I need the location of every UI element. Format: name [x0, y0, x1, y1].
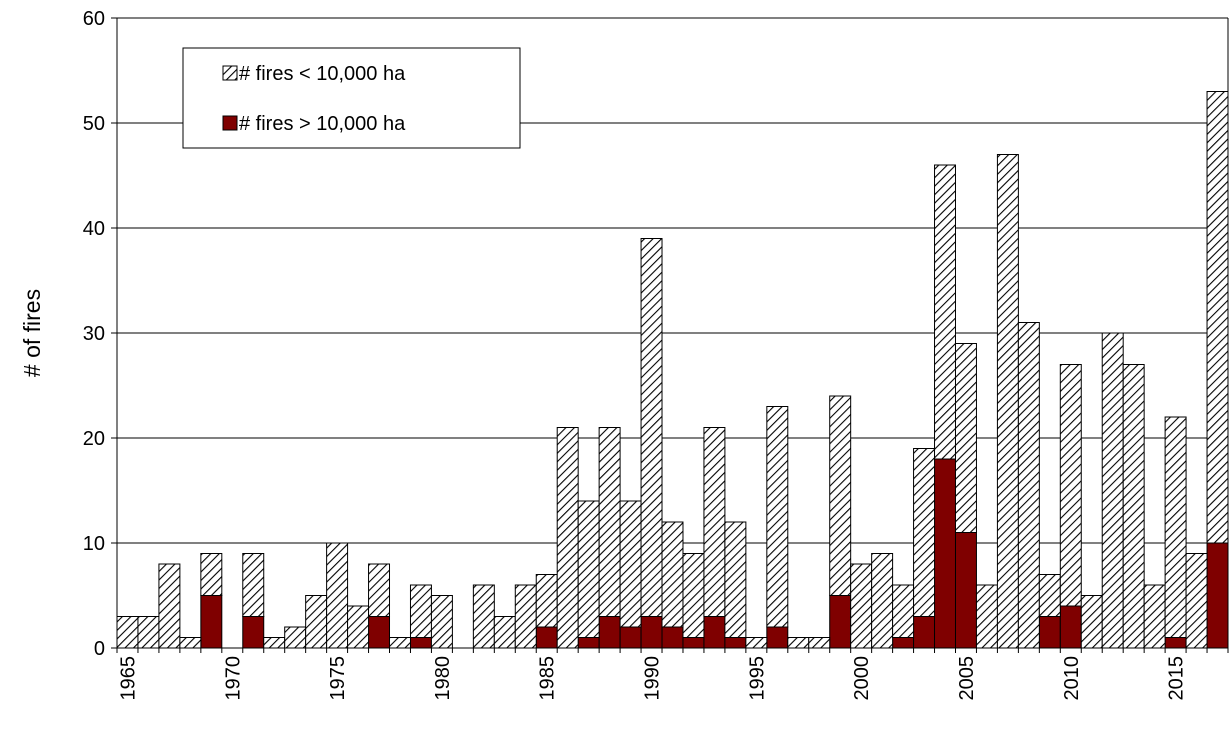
x-tick-label: 1995 — [746, 656, 768, 701]
x-tick-label: 2000 — [851, 656, 873, 701]
bar-segment — [284, 626, 307, 649]
bar-segment — [808, 637, 831, 649]
bar-segment — [1206, 91, 1229, 544]
bar-segment — [640, 616, 663, 649]
y-tick-label: 40 — [83, 218, 105, 240]
y-tick-label: 20 — [83, 428, 105, 450]
bar-segment — [892, 584, 915, 638]
x-tick-label: 1985 — [537, 656, 559, 701]
bar-segment — [954, 532, 977, 649]
bar-segment — [724, 521, 747, 638]
bar-segment — [996, 154, 1019, 649]
bar-segment — [766, 406, 789, 628]
bar-segment — [640, 238, 663, 617]
bar-segment — [1080, 595, 1103, 649]
bar-segment — [1206, 542, 1229, 649]
bar-segment — [892, 637, 915, 649]
bar-segment — [703, 427, 726, 617]
bar-segment — [1017, 322, 1040, 649]
legend-swatch — [222, 115, 238, 131]
bar-segment — [556, 427, 579, 649]
bar-segment — [745, 637, 768, 649]
legend-label: # fires < 10,000 ha — [239, 63, 406, 85]
bar-segment — [242, 616, 265, 649]
bar-segment — [137, 616, 160, 649]
bar-segment — [1143, 584, 1166, 649]
bar-segment — [409, 584, 432, 638]
bar-segment — [326, 542, 349, 649]
y-axis-label: # of fires — [19, 289, 45, 377]
bar-segment — [577, 500, 600, 638]
bar-segment — [913, 616, 936, 649]
bar-segment — [179, 637, 202, 649]
bar-segment — [263, 637, 286, 649]
bar-segment — [200, 553, 223, 596]
bar-segment — [1185, 553, 1208, 649]
bar-segment — [1101, 332, 1124, 649]
bar-segment — [661, 521, 684, 628]
bar-segment — [1122, 364, 1145, 649]
bar-segment — [850, 563, 873, 649]
bar-segment — [305, 595, 328, 649]
bar-segment — [682, 637, 705, 649]
y-tick-label: 60 — [83, 8, 105, 30]
x-tick-label: 2005 — [956, 656, 978, 701]
x-tick-label: 2010 — [1061, 656, 1083, 701]
bar-segment — [871, 553, 894, 649]
bar-segment — [829, 595, 852, 649]
bar-segment — [703, 616, 726, 649]
x-tick-label: 1980 — [432, 656, 454, 701]
bar-segment — [598, 427, 621, 617]
x-tick-label: 1975 — [327, 656, 349, 701]
bar-segment — [158, 563, 181, 649]
bar-segment — [682, 553, 705, 638]
x-tick-label: 1965 — [117, 656, 139, 701]
bar-segment — [1059, 605, 1082, 649]
bar-segment — [787, 637, 810, 649]
x-tick-label: 1970 — [222, 656, 244, 701]
bar-segment — [1164, 637, 1187, 649]
bar-segment — [514, 584, 537, 649]
legend-label: # fires > 10,000 ha — [239, 113, 406, 135]
bar-segment — [829, 395, 852, 596]
x-tick-label: 2015 — [1166, 656, 1188, 701]
y-tick-label: 0 — [94, 638, 105, 660]
bar-segment — [577, 637, 600, 649]
bar-segment — [472, 584, 495, 649]
bar-segment — [200, 595, 223, 649]
bar-segment — [368, 563, 391, 617]
y-tick-label: 50 — [83, 113, 105, 135]
bar-segment — [913, 448, 936, 617]
bar-segment — [619, 500, 642, 628]
bar-segment — [619, 626, 642, 649]
bar-segment — [368, 616, 391, 649]
bar-segment — [535, 626, 558, 649]
bar-segment — [975, 584, 998, 649]
y-tick-label: 10 — [83, 533, 105, 555]
bar-segment — [934, 458, 956, 649]
bar-segment — [598, 616, 621, 649]
bar-segment — [766, 626, 789, 649]
bar-segment — [430, 595, 453, 649]
bar-segment — [493, 616, 516, 649]
bar-segment — [409, 637, 432, 649]
bar-segment — [661, 626, 684, 649]
legend-box — [182, 47, 521, 149]
bar-segment — [724, 637, 747, 649]
bar-segment — [116, 616, 139, 649]
bar-segment — [934, 164, 956, 460]
y-tick-label: 30 — [83, 323, 105, 345]
bar-segment — [535, 574, 558, 628]
bar-segment — [1038, 616, 1061, 649]
bar-segment — [389, 637, 411, 649]
legend-swatch — [222, 65, 238, 81]
bar-segment — [347, 605, 370, 649]
bar-segment — [1059, 364, 1082, 607]
x-tick-label: 1990 — [642, 656, 664, 701]
bar-segment — [242, 553, 265, 617]
bar-segment — [1038, 574, 1061, 617]
bar-segment — [1164, 416, 1187, 638]
bar-segment — [954, 343, 977, 533]
